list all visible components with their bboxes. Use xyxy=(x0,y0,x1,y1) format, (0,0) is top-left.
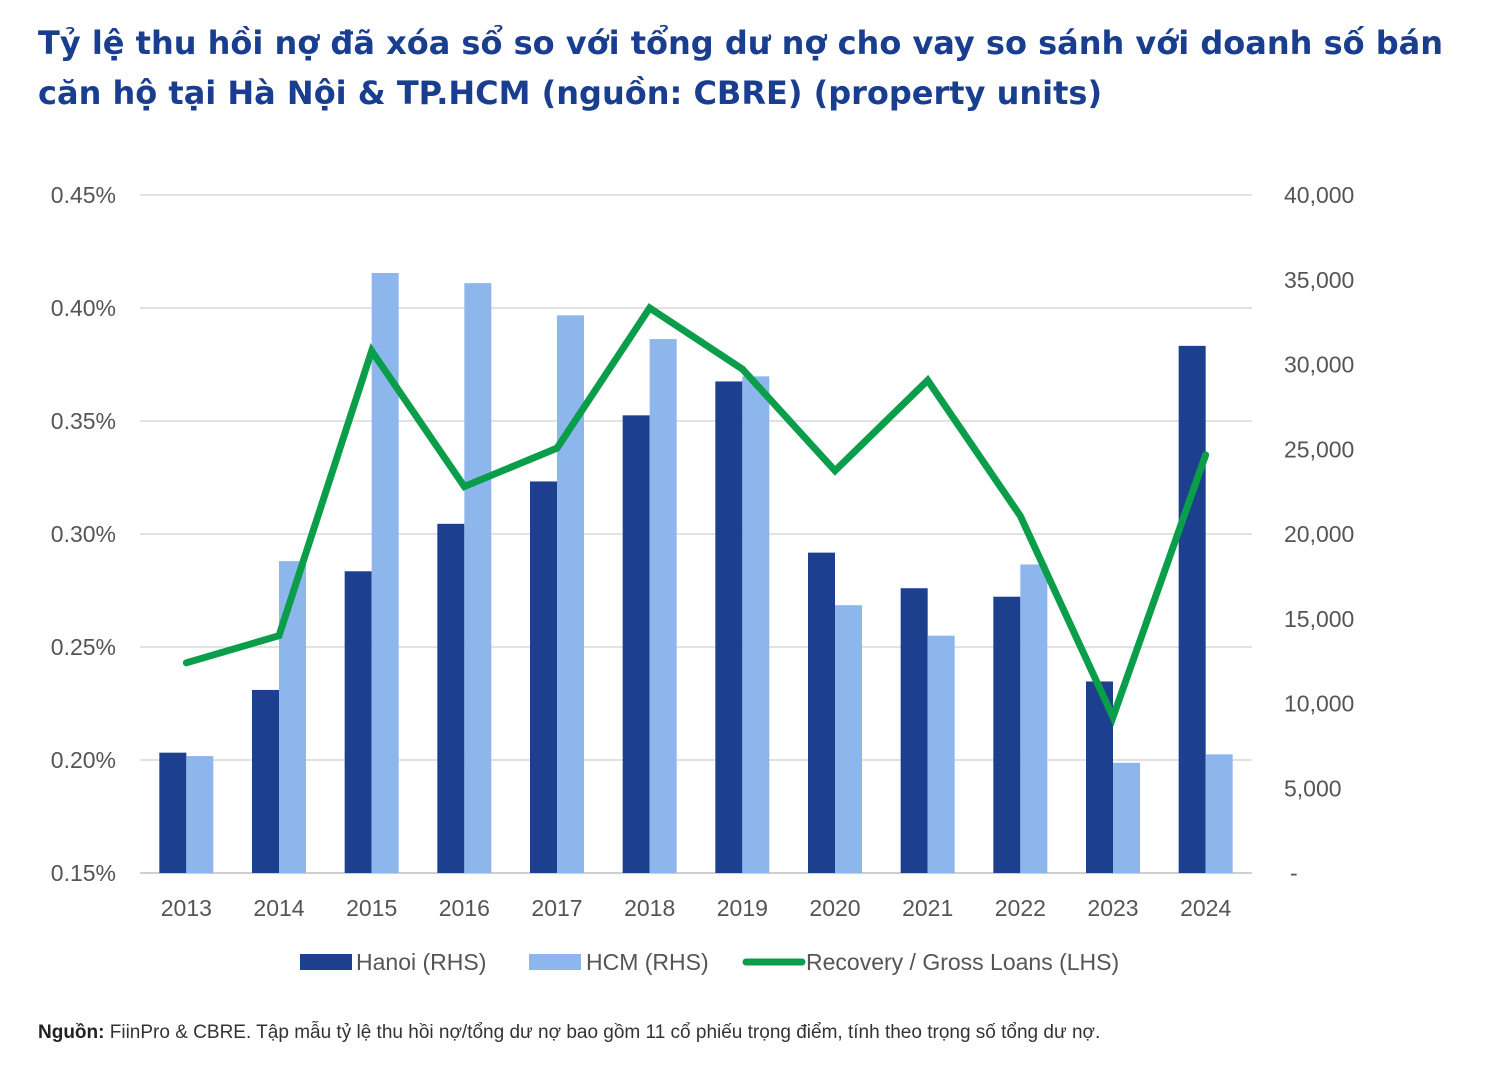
bar-hanoi-2013 xyxy=(159,752,187,873)
right-tick-label: 5,000 xyxy=(1284,775,1342,801)
left-axis: 0.15% 0.20% 0.25% 0.30% 0.35% 0.40% 0.45% xyxy=(51,182,116,886)
left-tick-label: 0.25% xyxy=(51,634,116,660)
recovery-line xyxy=(182,303,1210,727)
x-tick-label: 2021 xyxy=(902,895,953,921)
legend-label-hanoi: Hanoi (RHS) xyxy=(356,949,486,975)
x-tick-label: 2015 xyxy=(346,895,397,921)
x-tick-label: 2018 xyxy=(624,895,675,921)
x-tick-label: 2023 xyxy=(1087,895,1138,921)
left-tick-label: 0.30% xyxy=(51,521,116,547)
bar-hcm-2016 xyxy=(464,283,492,873)
right-tick-label: 35,000 xyxy=(1284,267,1354,293)
bar-hcm-2022 xyxy=(1020,564,1048,873)
bar-hcm-2018 xyxy=(649,339,677,873)
x-tick-label: 2017 xyxy=(531,895,582,921)
legend-swatch-hanoi xyxy=(300,954,352,970)
right-tick-label: - xyxy=(1290,860,1298,886)
recovery-line-layer xyxy=(182,303,1210,727)
source-note: Nguồn: FiinPro & CBRE. Tập mẫu tỷ lệ thu… xyxy=(38,1022,1100,1044)
bar-hcm-2014 xyxy=(279,561,306,873)
bar-hanoi-2022 xyxy=(993,596,1021,873)
bar-hanoi-2020 xyxy=(808,552,835,873)
right-axis: - 5,000 10,000 15,000 20,000 25,000 30,000 35,0… xyxy=(1284,182,1354,886)
legend-label-recovery: Recovery / Gross Loans (LHS) xyxy=(806,949,1119,975)
x-tick-label: 2013 xyxy=(161,895,212,921)
legend-swatch-hcm xyxy=(529,954,581,970)
left-tick-label: 0.15% xyxy=(51,860,116,886)
right-tick-label: 40,000 xyxy=(1284,182,1354,208)
bar-hcm-2020 xyxy=(835,605,862,873)
bar-hanoi-2014 xyxy=(252,689,279,873)
chart-title: Tỷ lệ thu hồi nợ đã xóa sổ so với tổng d… xyxy=(38,24,1444,112)
bar-hcm-2013 xyxy=(186,756,214,873)
x-tick-label: 2020 xyxy=(809,895,860,921)
source-text: FiinPro & CBRE. Tập mẫu tỷ lệ thu hồi nợ… xyxy=(104,1022,1101,1043)
bar-hanoi-2024 xyxy=(1178,345,1206,874)
left-tick-label: 0.45% xyxy=(51,182,116,208)
source-label: Nguồn: xyxy=(38,1022,105,1043)
right-tick-label: 30,000 xyxy=(1284,352,1354,378)
bars xyxy=(159,272,1233,874)
bar-hanoi-2019 xyxy=(715,381,743,873)
bar-hanoi-2015 xyxy=(344,571,372,873)
x-axis: 2013 2014 2015 2016 2017 2018 2019 2020 2021 2022… xyxy=(161,895,1232,921)
gridlines xyxy=(140,194,1252,874)
bar-hcm-2023 xyxy=(1113,762,1140,873)
right-tick-label: 15,000 xyxy=(1284,606,1354,632)
left-tick-label: 0.40% xyxy=(51,295,116,321)
bar-hanoi-2021 xyxy=(900,588,928,873)
right-tick-label: 20,000 xyxy=(1284,521,1354,547)
bar-hanoi-2017 xyxy=(530,481,557,873)
bar-hcm-2019 xyxy=(742,376,770,873)
bar-hcm-2024 xyxy=(1205,754,1233,873)
left-tick-label: 0.35% xyxy=(51,408,116,434)
left-tick-label: 0.20% xyxy=(51,747,116,773)
x-tick-label: 2016 xyxy=(439,895,490,921)
x-tick-label: 2019 xyxy=(717,895,768,921)
legend-label-hcm: HCM (RHS) xyxy=(586,949,709,975)
x-tick-label: 2022 xyxy=(995,895,1046,921)
right-tick-label: 25,000 xyxy=(1284,436,1354,462)
bar-hanoi-2018 xyxy=(622,415,650,873)
x-tick-label: 2024 xyxy=(1180,895,1231,921)
bar-hcm-2021 xyxy=(927,635,955,873)
bar-hanoi-2016 xyxy=(437,523,465,873)
x-tick-label: 2014 xyxy=(253,895,304,921)
legend: Hanoi (RHS) HCM (RHS) Recovery / Gross Loa… xyxy=(300,949,1119,975)
right-tick-label: 10,000 xyxy=(1284,691,1354,717)
bar-hcm-2017 xyxy=(557,315,584,874)
